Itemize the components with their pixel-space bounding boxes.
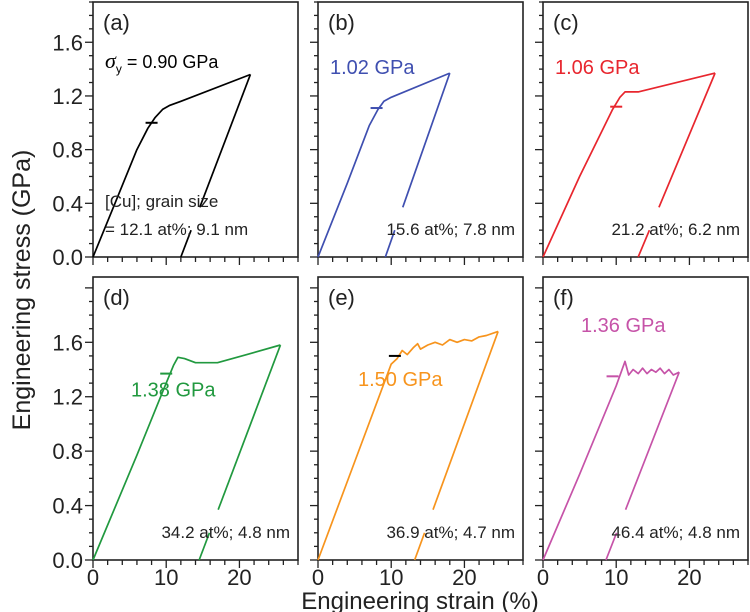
unloading-curve (658, 72, 716, 208)
x-tick-label: 0 (537, 565, 549, 590)
panel-d: 0.0 0.4 0.8 1.2 1.6 0 10 20 (d) 1.38 GPa 34.2 at%;… (52, 276, 299, 590)
loading-curve (317, 330, 499, 561)
y-tick-label: 0.0 (52, 245, 83, 270)
y-tick-label: 0.8 (52, 138, 83, 163)
yield-strength-label: 1.38 GPa (131, 380, 216, 402)
panel-label: (b) (328, 10, 355, 35)
y-tick-label: 1.2 (52, 84, 83, 109)
panel-c: (c) 1.06 GPa 21.2 at%; 6.2 nm (535, 1, 749, 265)
composition-label: 34.2 at%; 4.8 nm (161, 523, 290, 542)
x-tick-label: 0 (312, 565, 324, 590)
yield-strength-label: 1.50 GPa (358, 369, 443, 391)
plot-frame (317, 1, 524, 258)
composition-label: 15.6 at%; 7.8 nm (386, 220, 515, 239)
x-tick-label: 10 (379, 565, 403, 590)
y-tick-label: 0.4 (52, 494, 83, 519)
y-tick-label: 0.0 (52, 548, 83, 573)
panels: 0.0 0.4 0.8 1.2 1.6 (a) σy = 0.90 GPa [Cu]; gra… (52, 1, 749, 590)
y-tick-label: 0.8 (52, 439, 83, 464)
yield-strength-label: 1.36 GPa (581, 315, 666, 337)
composition-label: 36.9 at%; 4.7 nm (386, 523, 515, 542)
x-tick-label: 10 (604, 565, 628, 590)
composition-header: [Cu]; grain size (105, 192, 218, 211)
unloading-curve-tail (198, 532, 211, 561)
panel-label: (d) (103, 285, 130, 310)
panel-f: 0 10 20 (f) 1.36 GPa 46.4 at%; 4.8 nm (535, 276, 749, 590)
x-tick-label: 20 (452, 565, 476, 590)
yield-strength-label: 1.06 GPa (555, 57, 640, 79)
y-axis-label: Engineering stress (GPa) (8, 150, 36, 431)
unloading-curve (401, 72, 451, 208)
panel-b: (b) 1.02 GPa 15.6 at%; 7.8 nm (310, 1, 524, 265)
composition-label: 46.4 at%; 4.8 nm (611, 523, 740, 542)
plot-frame (92, 1, 299, 258)
unloading-curve-tail (637, 229, 651, 258)
loading-curve (92, 73, 251, 258)
unloading-curve (432, 331, 499, 510)
y-tick-label: 1.6 (52, 30, 83, 55)
unloading-curve (198, 74, 252, 208)
unloading-curve (624, 371, 680, 510)
plot-frame (317, 276, 524, 561)
yield-strength-label: σy = 0.90 GPa (105, 48, 219, 76)
loading-curve (317, 72, 451, 258)
loading-curve (92, 344, 281, 561)
unloading-curve-tail (413, 532, 426, 561)
plot-frame (542, 1, 749, 258)
loading-curve (542, 360, 680, 561)
panel-label: (c) (553, 10, 579, 35)
panel-label: (e) (328, 285, 355, 310)
composition-label: 21.2 at%; 6.2 nm (611, 220, 740, 239)
loading-curve (542, 72, 716, 258)
x-axis-label: Engineering strain (%) (301, 588, 538, 612)
unloading-curve (217, 344, 282, 510)
composition-label: = 12.1 at%; 9.1 nm (105, 220, 248, 239)
x-tick-label: 20 (677, 565, 701, 590)
x-tick-label: 0 (87, 565, 99, 590)
y-tick-label: 0.4 (52, 191, 83, 216)
unloading-curve-tail (605, 532, 618, 561)
panel-label: (a) (103, 10, 130, 35)
x-tick-label: 10 (154, 565, 178, 590)
panel-label: (f) (553, 285, 574, 310)
panel-a: 0.0 0.4 0.8 1.2 1.6 (a) σy = 0.90 GPa [Cu]; gra… (52, 1, 299, 270)
panel-e: 0 10 20 (e) 1.50 GPa 36.9 at%; 4.7 nm (310, 276, 524, 590)
yield-strength-label: 1.02 GPa (330, 57, 415, 79)
plot-frame (92, 276, 299, 561)
unloading-curve-tail (384, 229, 396, 258)
unloading-curve-tail (180, 229, 192, 258)
y-tick-label: 1.2 (52, 385, 83, 410)
y-tick-label: 1.6 (52, 330, 83, 355)
x-tick-label: 20 (227, 565, 251, 590)
